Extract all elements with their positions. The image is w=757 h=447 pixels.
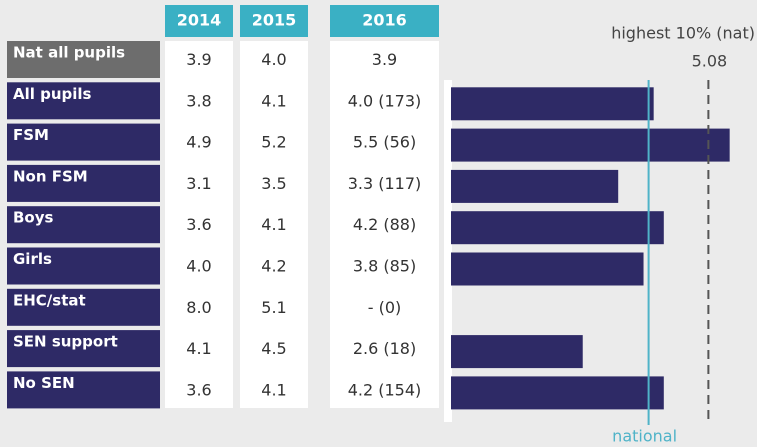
bar [451, 335, 583, 369]
cell-value: 3.6 [186, 215, 211, 234]
header-cell [240, 5, 308, 37]
cell-value: 3.3 (117) [348, 174, 422, 193]
cell-value: 4.1 [261, 91, 286, 110]
cell-value: 5.5 (56) [353, 133, 416, 152]
row-label: FSM [13, 126, 49, 144]
reference-value: 5.08 [692, 52, 728, 71]
bar [451, 211, 664, 245]
row-label: Non FSM [13, 167, 88, 185]
cell-value: 3.5 [261, 174, 286, 193]
reference-label: national [612, 427, 677, 446]
cell-value: 4.0 [186, 257, 211, 276]
cell-value: 8.0 [186, 298, 211, 317]
row-label-bg [7, 123, 160, 161]
row-label: EHC/stat [13, 291, 86, 309]
cell-value: 4.2 (154) [348, 380, 422, 399]
row-label: No SEN [13, 374, 75, 392]
cell-value: 2.6 (18) [353, 339, 416, 358]
cell-value: 4.0 [261, 50, 286, 69]
column-header: 2014 [177, 11, 222, 30]
cell-value: 5.2 [261, 133, 286, 152]
bar [451, 376, 664, 410]
cell-value: 4.1 [261, 380, 286, 399]
column-header: 2016 [362, 11, 407, 30]
row-label-bg [7, 41, 160, 78]
cell-value: - (0) [368, 298, 402, 317]
row-label: Girls [13, 250, 52, 268]
cell-value: 5.1 [261, 298, 286, 317]
cell-value: 3.8 (85) [353, 257, 416, 276]
row-label-bg [7, 164, 160, 202]
cell-value: 4.5 [261, 339, 286, 358]
cell-value: 3.1 [186, 174, 211, 193]
column-bg [165, 41, 233, 408]
row-label: Boys [13, 209, 54, 227]
row-label: SEN support [13, 333, 118, 351]
row-label-bg [7, 247, 160, 285]
row-label: Nat all pupils [13, 44, 125, 62]
column-header: 2015 [252, 11, 297, 30]
cell-value: 3.9 [186, 50, 211, 69]
row-label-bg [7, 82, 160, 120]
header-cell [165, 5, 233, 37]
bar [451, 169, 619, 203]
bar [451, 87, 654, 121]
cell-value: 4.1 [186, 339, 211, 358]
column-bg [330, 41, 439, 408]
row-label-bg [7, 206, 160, 244]
cell-value: 4.2 (88) [353, 215, 416, 234]
cell-value: 4.1 [261, 215, 286, 234]
reference-label: highest 10% (nat) [611, 24, 755, 43]
row-label-bg [7, 371, 160, 409]
cell-value: 3.9 [372, 50, 397, 69]
cell-value: 3.8 [186, 91, 211, 110]
cell-value: 3.6 [186, 380, 211, 399]
chart-divider [444, 80, 452, 422]
header-cell [330, 5, 439, 37]
column-bg [240, 41, 308, 408]
bar [451, 128, 730, 162]
cell-value: 4.0 (173) [348, 91, 422, 110]
bar [451, 252, 644, 286]
cell-value: 4.9 [186, 133, 211, 152]
row-label-bg [7, 288, 160, 326]
row-label: All pupils [13, 85, 92, 103]
row-label-bg [7, 330, 160, 368]
cell-value: 4.2 [261, 257, 286, 276]
